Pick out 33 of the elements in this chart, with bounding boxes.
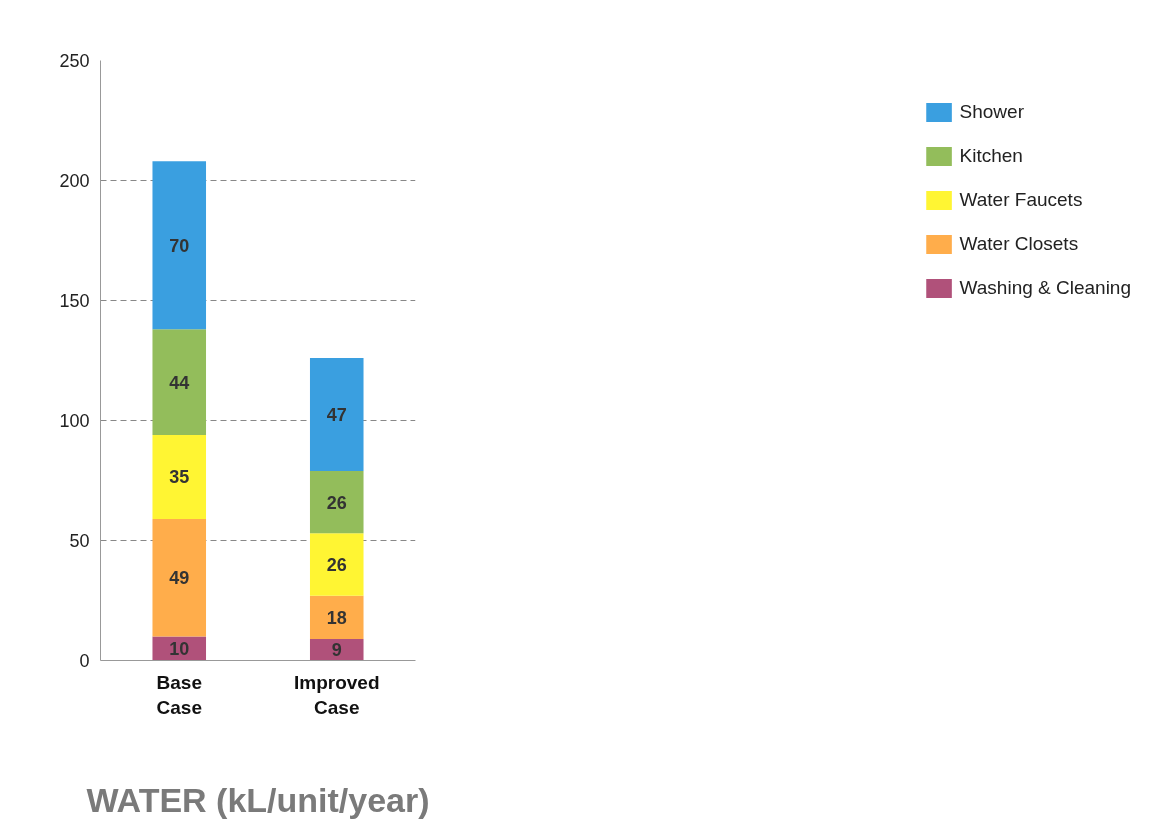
y-tick-label: 100 — [59, 411, 90, 431]
bar — [309, 533, 364, 596]
legend-label: Kitchen — [959, 145, 1023, 167]
bar — [309, 358, 364, 471]
data-label: 49 — [169, 568, 190, 589]
bar — [309, 470, 364, 534]
x-tick-label: Improved Case — [293, 671, 380, 718]
bar — [152, 329, 207, 435]
legend-label: Water Closets — [959, 233, 1079, 255]
legend-label: Water Faucets — [959, 189, 1083, 211]
data-label: 18 — [326, 607, 347, 628]
bar — [152, 161, 207, 330]
data-label: 10 — [169, 639, 190, 659]
y-tick-label: 0 — [79, 651, 90, 671]
data-label: 26 — [326, 492, 347, 513]
data-label: 47 — [326, 405, 347, 425]
data-label: 44 — [169, 372, 190, 393]
y-tick-label: 200 — [59, 171, 90, 191]
bar — [309, 638, 364, 661]
x-axis-title: WATER (kL/unit/year) — [86, 780, 430, 819]
y-tick-label: 250 — [59, 51, 90, 71]
bar — [309, 595, 364, 639]
bar — [152, 434, 207, 519]
data-label: 26 — [326, 555, 347, 575]
x-tick-label: Base Case — [156, 671, 202, 718]
data-label: 35 — [169, 467, 190, 488]
y-tick-label: 150 — [59, 291, 90, 311]
legend-label: Shower — [959, 101, 1024, 123]
bar — [152, 518, 207, 637]
data-label: 9 — [331, 640, 342, 661]
legend-label: Washing & Cleaning — [959, 277, 1131, 299]
data-label: 70 — [169, 235, 190, 256]
y-tick-label: 50 — [69, 531, 90, 551]
